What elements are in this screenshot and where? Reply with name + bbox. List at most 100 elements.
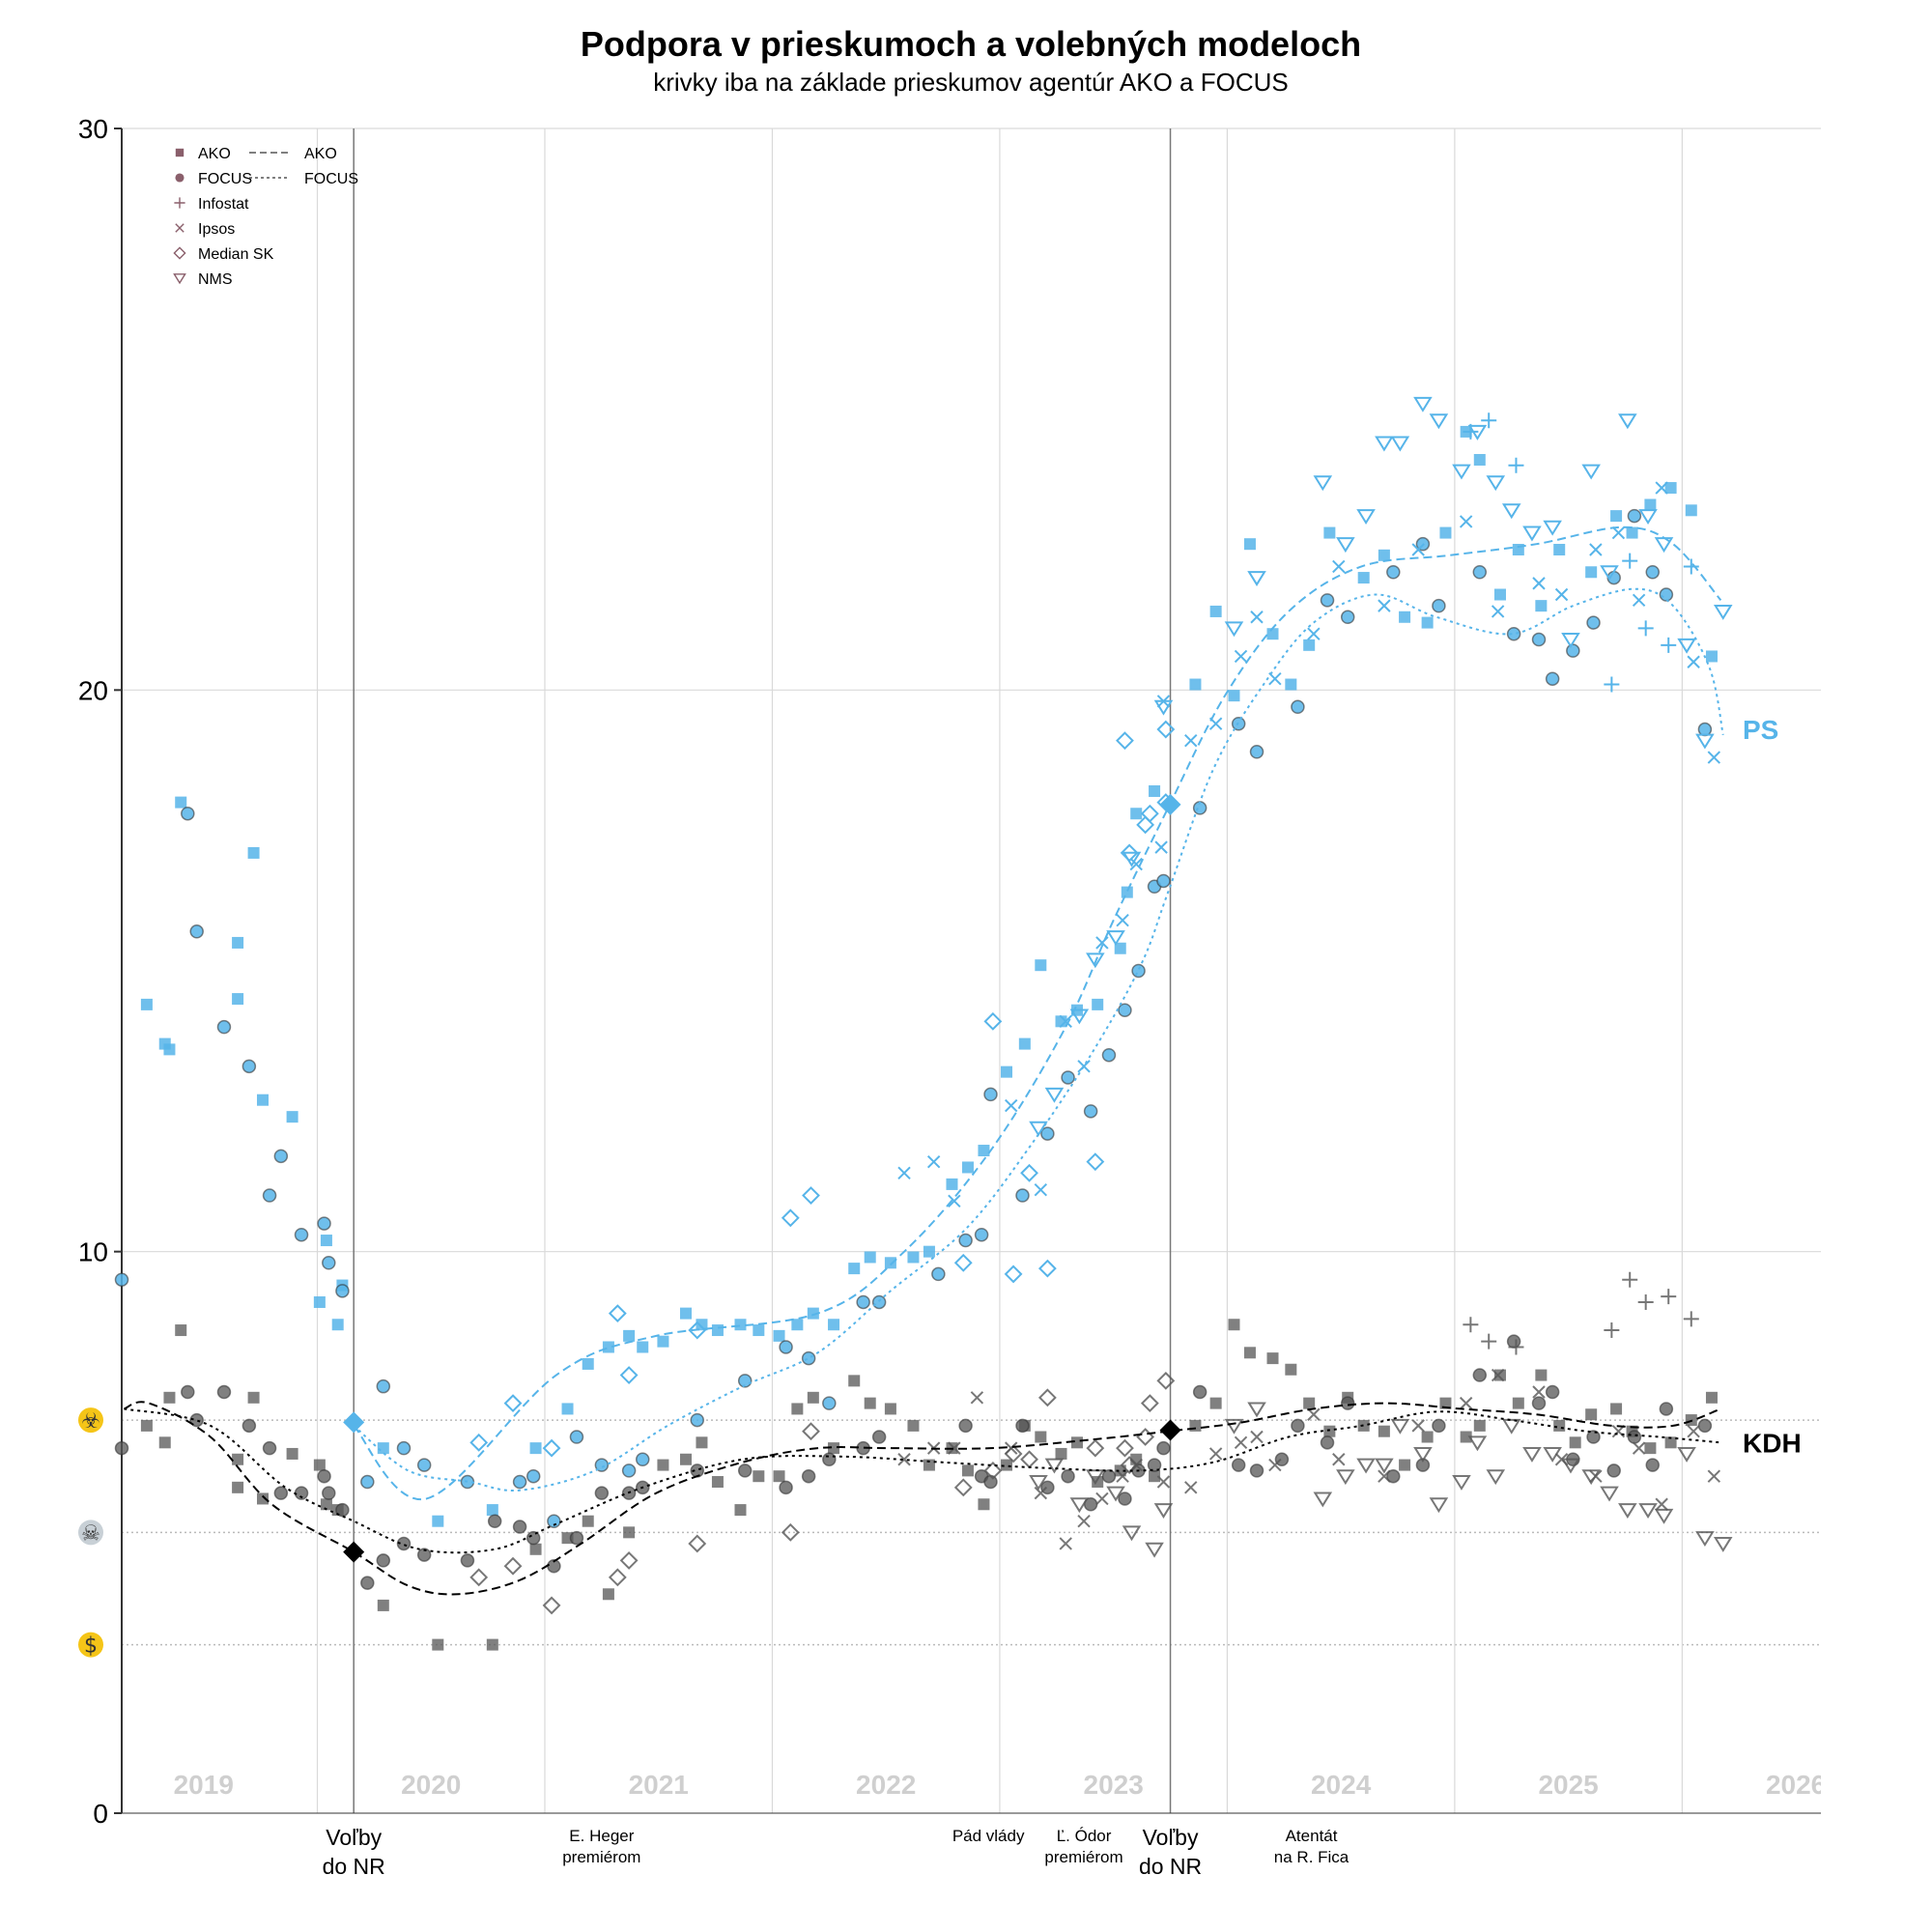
- poll-point-ako: [1092, 1476, 1104, 1489]
- poll-point-ipsos: [948, 1194, 961, 1208]
- poll-point-nms: [1247, 571, 1266, 586]
- poll-point-ako: [1569, 1436, 1581, 1449]
- poll-point-nms: [1029, 1121, 1048, 1137]
- poll-point-median-sk: [1004, 1264, 1023, 1284]
- legend-label: Infostat: [198, 196, 249, 213]
- poll-point-focus: [931, 1266, 946, 1282]
- poll-point-median-sk: [1020, 1450, 1038, 1469]
- poll-point-ako: [163, 1043, 176, 1056]
- poll-point-ako: [1323, 526, 1336, 539]
- poll-point-focus: [1320, 593, 1335, 608]
- poll-point-ako: [1285, 678, 1297, 691]
- poll-point-ako: [864, 1251, 876, 1264]
- year-label: 2019: [174, 1770, 234, 1800]
- poll-point-infostat: [1683, 1311, 1699, 1327]
- poll-point-ako: [696, 1436, 708, 1449]
- poll-point-infostat: [1481, 412, 1497, 429]
- poll-point-focus: [1083, 1104, 1098, 1119]
- poll-point-ipsos: [1491, 605, 1505, 618]
- poll-point-nms: [1224, 621, 1244, 638]
- poll-point-focus: [317, 1468, 331, 1484]
- poll-point-nms: [1581, 464, 1601, 480]
- poll-point-focus: [1386, 1468, 1401, 1484]
- poll-point-ipsos: [1378, 599, 1391, 612]
- election-result-marker: [343, 1541, 365, 1563]
- poll-point-ako: [1323, 1425, 1336, 1437]
- year-label: 2021: [629, 1770, 689, 1800]
- poll-point-focus: [594, 1458, 610, 1472]
- poll-point-nms: [1313, 475, 1333, 492]
- poll-point-ako: [1553, 1419, 1566, 1432]
- poll-point-ako: [907, 1419, 920, 1432]
- poll-point-ako: [828, 1442, 840, 1455]
- poll-point-ipsos: [1234, 1435, 1248, 1450]
- poll-point-median-sk: [619, 1550, 639, 1570]
- poll-point-ako: [734, 1319, 747, 1331]
- poll-point-ako: [828, 1319, 840, 1331]
- poll-point-median-sk: [953, 1478, 973, 1497]
- poll-point-focus: [1659, 587, 1674, 602]
- poll-point-ako: [1266, 1352, 1279, 1365]
- year-label: 2022: [856, 1770, 916, 1800]
- poll-point-ako: [923, 1459, 935, 1471]
- biohazard-icon-shape: [78, 1407, 103, 1434]
- poll-point-focus: [1231, 1458, 1246, 1472]
- poll-point-ako: [1610, 1403, 1623, 1415]
- poll-point-focus: [181, 1384, 195, 1400]
- poll-point-ako: [679, 1307, 692, 1320]
- poll-point-nms: [1452, 464, 1471, 480]
- poll-point-nms: [1677, 638, 1696, 654]
- poll-point-focus: [335, 1502, 350, 1518]
- poll-point-ako: [1664, 482, 1677, 495]
- poll-point-focus: [242, 1059, 257, 1074]
- poll-point-nms: [1654, 537, 1674, 554]
- poll-point-focus: [1645, 565, 1660, 580]
- poll-point-focus: [1040, 1126, 1055, 1141]
- poll-point-focus: [1320, 1435, 1335, 1450]
- poll-point-ako: [582, 1357, 594, 1370]
- poll-point-ako: [807, 1391, 819, 1404]
- poll-point-ako: [1473, 453, 1486, 466]
- poll-point-ako: [946, 1178, 958, 1190]
- poll-point-ako: [1512, 1397, 1524, 1409]
- poll-point-ipsos: [1532, 1385, 1546, 1399]
- poll-point-nms: [1713, 604, 1733, 620]
- money-bag-icon: $: [78, 1632, 103, 1659]
- poll-point-ako: [1535, 1369, 1548, 1381]
- poll-point-ipsos: [1459, 515, 1473, 528]
- poll-point-nms: [1413, 1446, 1433, 1463]
- poll-point-focus: [317, 1216, 331, 1231]
- poll-point-ako: [1705, 650, 1718, 663]
- poll-point-ipsos: [1059, 1537, 1072, 1550]
- poll-point-ako: [256, 1492, 269, 1505]
- poll-point-median-sk: [1136, 1428, 1155, 1446]
- poll-point-median-sk: [1140, 1394, 1159, 1413]
- poll-point-focus: [1545, 671, 1560, 686]
- poll-point-ako: [711, 1324, 724, 1337]
- poll-point-ipsos: [1332, 559, 1346, 574]
- poll-point-ipsos: [897, 1453, 911, 1466]
- poll-point-focus: [181, 806, 195, 821]
- poll-point-focus: [569, 1530, 584, 1546]
- year-label: 2025: [1538, 1770, 1598, 1800]
- poll-point-ako: [1664, 1436, 1677, 1449]
- poll-point-median-sk: [802, 1422, 820, 1441]
- poll-point-ipsos: [1208, 1447, 1223, 1461]
- poll-point-ako: [734, 1504, 747, 1517]
- poll-point-focus: [1627, 1430, 1642, 1444]
- poll-point-nms: [1086, 1469, 1105, 1486]
- poll-point-focus: [1586, 615, 1601, 630]
- poll-point-ako: [623, 1329, 636, 1342]
- poll-point-ako: [773, 1470, 785, 1483]
- poll-point-focus: [1101, 1047, 1117, 1063]
- poll-point-infostat: [1508, 457, 1524, 473]
- poll-point-ako: [140, 1419, 153, 1432]
- poll-point-infostat: [1604, 1322, 1620, 1339]
- poll-point-focus: [1291, 1418, 1305, 1434]
- poll-point-ako: [657, 1335, 669, 1348]
- poll-point-ako: [1243, 1347, 1256, 1359]
- poll-point-focus: [360, 1474, 375, 1490]
- poll-point-ipsos: [1268, 671, 1282, 686]
- poll-point-ako: [1149, 784, 1161, 797]
- poll-point-focus: [1659, 1402, 1674, 1416]
